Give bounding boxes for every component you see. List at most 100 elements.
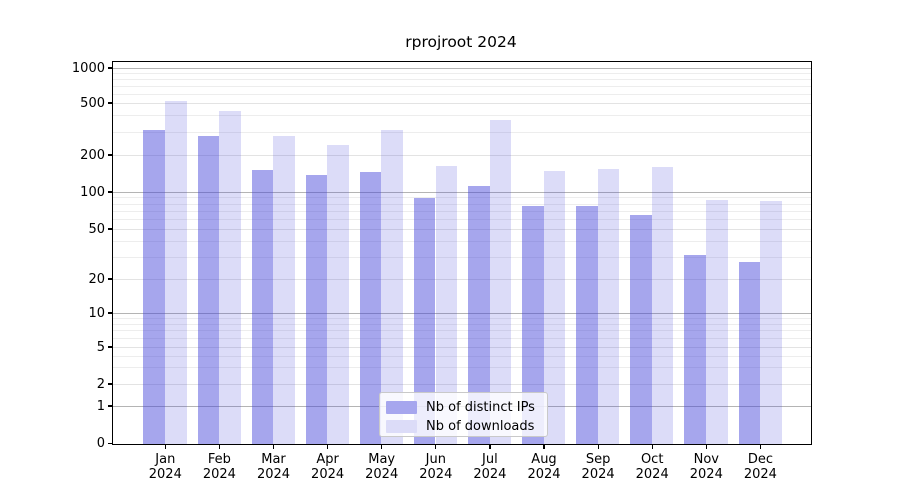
minor-gridline-8 xyxy=(113,323,811,325)
y-tick-label-0: 0 xyxy=(96,436,105,451)
legend-label-downloads: Nb of downloads xyxy=(426,419,535,434)
x-tick-mark-sep xyxy=(597,444,599,450)
bar-distinct-ips-nov xyxy=(684,254,706,444)
minor-gridline-600 xyxy=(113,93,811,95)
x-tick-label-dec: Dec 2024 xyxy=(743,452,777,482)
x-tick-label-jan: Jan 2024 xyxy=(148,452,182,482)
x-tick-mark-jan xyxy=(164,444,166,450)
x-tick-label-mar: Mar 2024 xyxy=(256,452,291,482)
gridline-50 xyxy=(113,228,811,230)
bar-distinct-ips-may xyxy=(359,172,382,444)
x-tick-label-jul: Jul 2024 xyxy=(473,452,507,482)
legend-swatch-distinct-ips xyxy=(386,401,417,414)
y-tick-mark-100 xyxy=(107,191,113,193)
legend: Nb of distinct IPs Nb of downloads xyxy=(379,392,548,437)
bar-downloads-may xyxy=(381,129,403,444)
minor-gridline-80 xyxy=(113,203,811,205)
legend-item-downloads: Nb of downloads xyxy=(380,417,547,436)
bar-distinct-ips-oct xyxy=(630,214,652,444)
x-tick-label-sep: Sep 2024 xyxy=(581,452,615,482)
minor-gridline-4 xyxy=(113,355,811,357)
x-tick-label-feb: Feb 2024 xyxy=(202,452,236,482)
bar-distinct-ips-jun xyxy=(413,197,436,444)
y-tick-mark-2 xyxy=(107,383,113,385)
bar-downloads-nov xyxy=(706,200,728,444)
x-tick-mark-oct xyxy=(651,444,653,450)
bar-downloads-oct xyxy=(651,166,674,444)
bar-distinct-ips-aug xyxy=(522,205,544,444)
x-tick-mark-nov xyxy=(705,444,707,450)
x-tick-mark-mar xyxy=(272,444,275,450)
x-tick-mark-aug xyxy=(543,444,545,450)
legend-swatch-downloads xyxy=(386,420,417,433)
bar-downloads-apr xyxy=(327,145,349,444)
x-tick-mark-jul xyxy=(489,444,491,450)
y-tick-mark-1 xyxy=(107,405,113,407)
legend-label-distinct-ips: Nb of distinct IPs xyxy=(426,400,535,415)
bar-distinct-ips-sep xyxy=(576,206,598,444)
y-tick-mark-10 xyxy=(107,312,113,314)
x-tick-mark-jun xyxy=(435,444,437,450)
y-tick-label-50: 50 xyxy=(88,221,105,237)
minor-gridline-3 xyxy=(113,367,811,369)
major-gridline-10 xyxy=(113,312,811,314)
bar-distinct-ips-jul xyxy=(468,185,490,444)
bar-downloads-feb xyxy=(219,111,241,444)
bar-downloads-jun xyxy=(435,166,458,444)
chart-title: rprojroot 2024 xyxy=(405,33,517,51)
gridline-200 xyxy=(113,154,811,156)
gridline-5 xyxy=(113,346,811,348)
gridline-500 xyxy=(113,102,811,104)
major-gridline-100 xyxy=(113,191,811,193)
minor-gridline-6 xyxy=(113,337,811,339)
bar-distinct-ips-dec xyxy=(738,262,761,444)
plot-area xyxy=(112,61,812,445)
minor-gridline-90 xyxy=(113,197,811,199)
y-tick-label-200: 200 xyxy=(80,147,105,163)
y-tick-mark-0 xyxy=(107,442,113,445)
bar-downloads-dec xyxy=(760,201,782,444)
minor-gridline-800 xyxy=(113,79,811,80)
minor-gridline-30 xyxy=(113,256,811,258)
x-tick-label-oct: Oct 2024 xyxy=(635,452,669,482)
minor-gridline-40 xyxy=(113,240,811,242)
minor-gridline-60 xyxy=(113,219,811,220)
y-tick-label-10: 10 xyxy=(88,305,105,321)
x-tick-mark-may xyxy=(381,444,383,450)
x-tick-label-nov: Nov 2024 xyxy=(689,452,723,482)
y-tick-label-1: 1 xyxy=(96,398,105,414)
bar-downloads-mar xyxy=(273,135,295,444)
gridline-20 xyxy=(113,278,811,280)
y-tick-mark-200 xyxy=(107,154,113,156)
x-tick-mark-apr xyxy=(327,444,329,450)
x-tick-mark-feb xyxy=(218,444,221,450)
bar-downloads-aug xyxy=(543,171,566,444)
minor-gridline-900 xyxy=(113,73,811,74)
x-tick-label-jun: Jun 2024 xyxy=(419,452,453,482)
minor-gridline-400 xyxy=(113,115,811,117)
x-tick-label-apr: Apr 2024 xyxy=(311,452,345,482)
minor-gridline-9 xyxy=(113,317,811,319)
y-tick-label-500: 500 xyxy=(80,95,105,111)
x-tick-label-may: May 2024 xyxy=(365,452,399,482)
minor-gridline-700 xyxy=(113,85,811,87)
major-gridline-1000 xyxy=(113,67,811,69)
y-tick-label-100: 100 xyxy=(80,184,105,200)
bar-distinct-ips-apr xyxy=(305,174,328,444)
bar-distinct-ips-jan xyxy=(143,129,165,444)
x-tick-mark-dec xyxy=(759,444,762,450)
bar-distinct-ips-feb xyxy=(197,136,220,444)
bar-downloads-jul xyxy=(489,120,512,444)
y-tick-mark-50 xyxy=(107,228,113,230)
y-tick-mark-500 xyxy=(107,102,113,104)
bar-distinct-ips-mar xyxy=(251,169,274,444)
y-tick-mark-5 xyxy=(107,346,113,348)
gridline-2 xyxy=(113,383,811,385)
y-tick-mark-20 xyxy=(107,278,113,280)
bar-downloads-sep xyxy=(597,168,620,444)
x-tick-label-aug: Aug 2024 xyxy=(527,452,561,482)
minor-gridline-70 xyxy=(113,210,811,212)
legend-item-distinct-ips: Nb of distinct IPs xyxy=(380,398,547,417)
y-tick-label-20: 20 xyxy=(88,271,105,287)
